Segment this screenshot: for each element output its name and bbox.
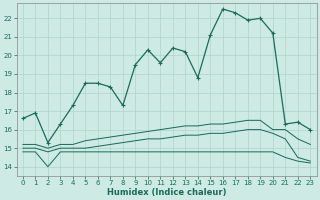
X-axis label: Humidex (Indice chaleur): Humidex (Indice chaleur)	[107, 188, 226, 197]
